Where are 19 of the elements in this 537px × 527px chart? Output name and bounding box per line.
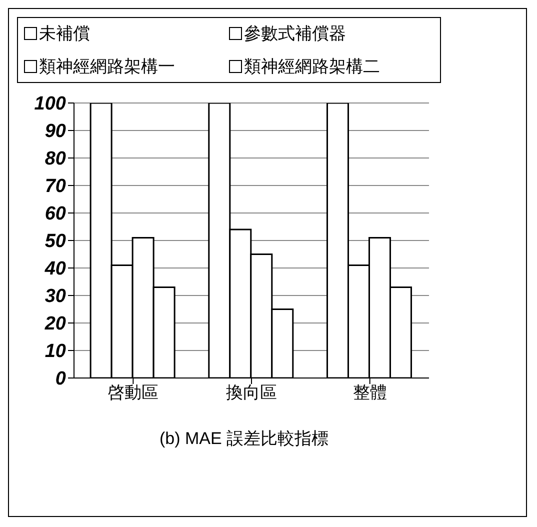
y-tick-label: 80: [44, 148, 66, 170]
y-tick-label: 90: [44, 121, 66, 142]
legend-label: 未補償: [39, 23, 90, 45]
y-tick-label: 0: [55, 368, 66, 390]
y-tick-label: 10: [44, 341, 66, 362]
y-tick-label: 30: [44, 286, 66, 308]
x-tick-label: 換向區: [226, 383, 277, 402]
legend-label: 類神經網路架構二: [244, 56, 380, 78]
y-tick-label: 70: [44, 176, 66, 198]
x-tick-label: 啓動區: [108, 383, 159, 402]
y-tick-label: 50: [44, 231, 66, 252]
y-tick-label: 60: [44, 204, 66, 225]
y-tick-label: 100: [34, 94, 66, 115]
x-tick-label: 整體: [352, 383, 387, 402]
y-tick-label: 40: [44, 258, 66, 280]
legend-label: 參數式補償器: [244, 23, 346, 45]
text: (b) MAE 誤差比較指標: [158, 428, 330, 450]
y-tick-label: 20: [44, 314, 66, 335]
legend-label: 類神經網路架構一: [39, 56, 175, 78]
